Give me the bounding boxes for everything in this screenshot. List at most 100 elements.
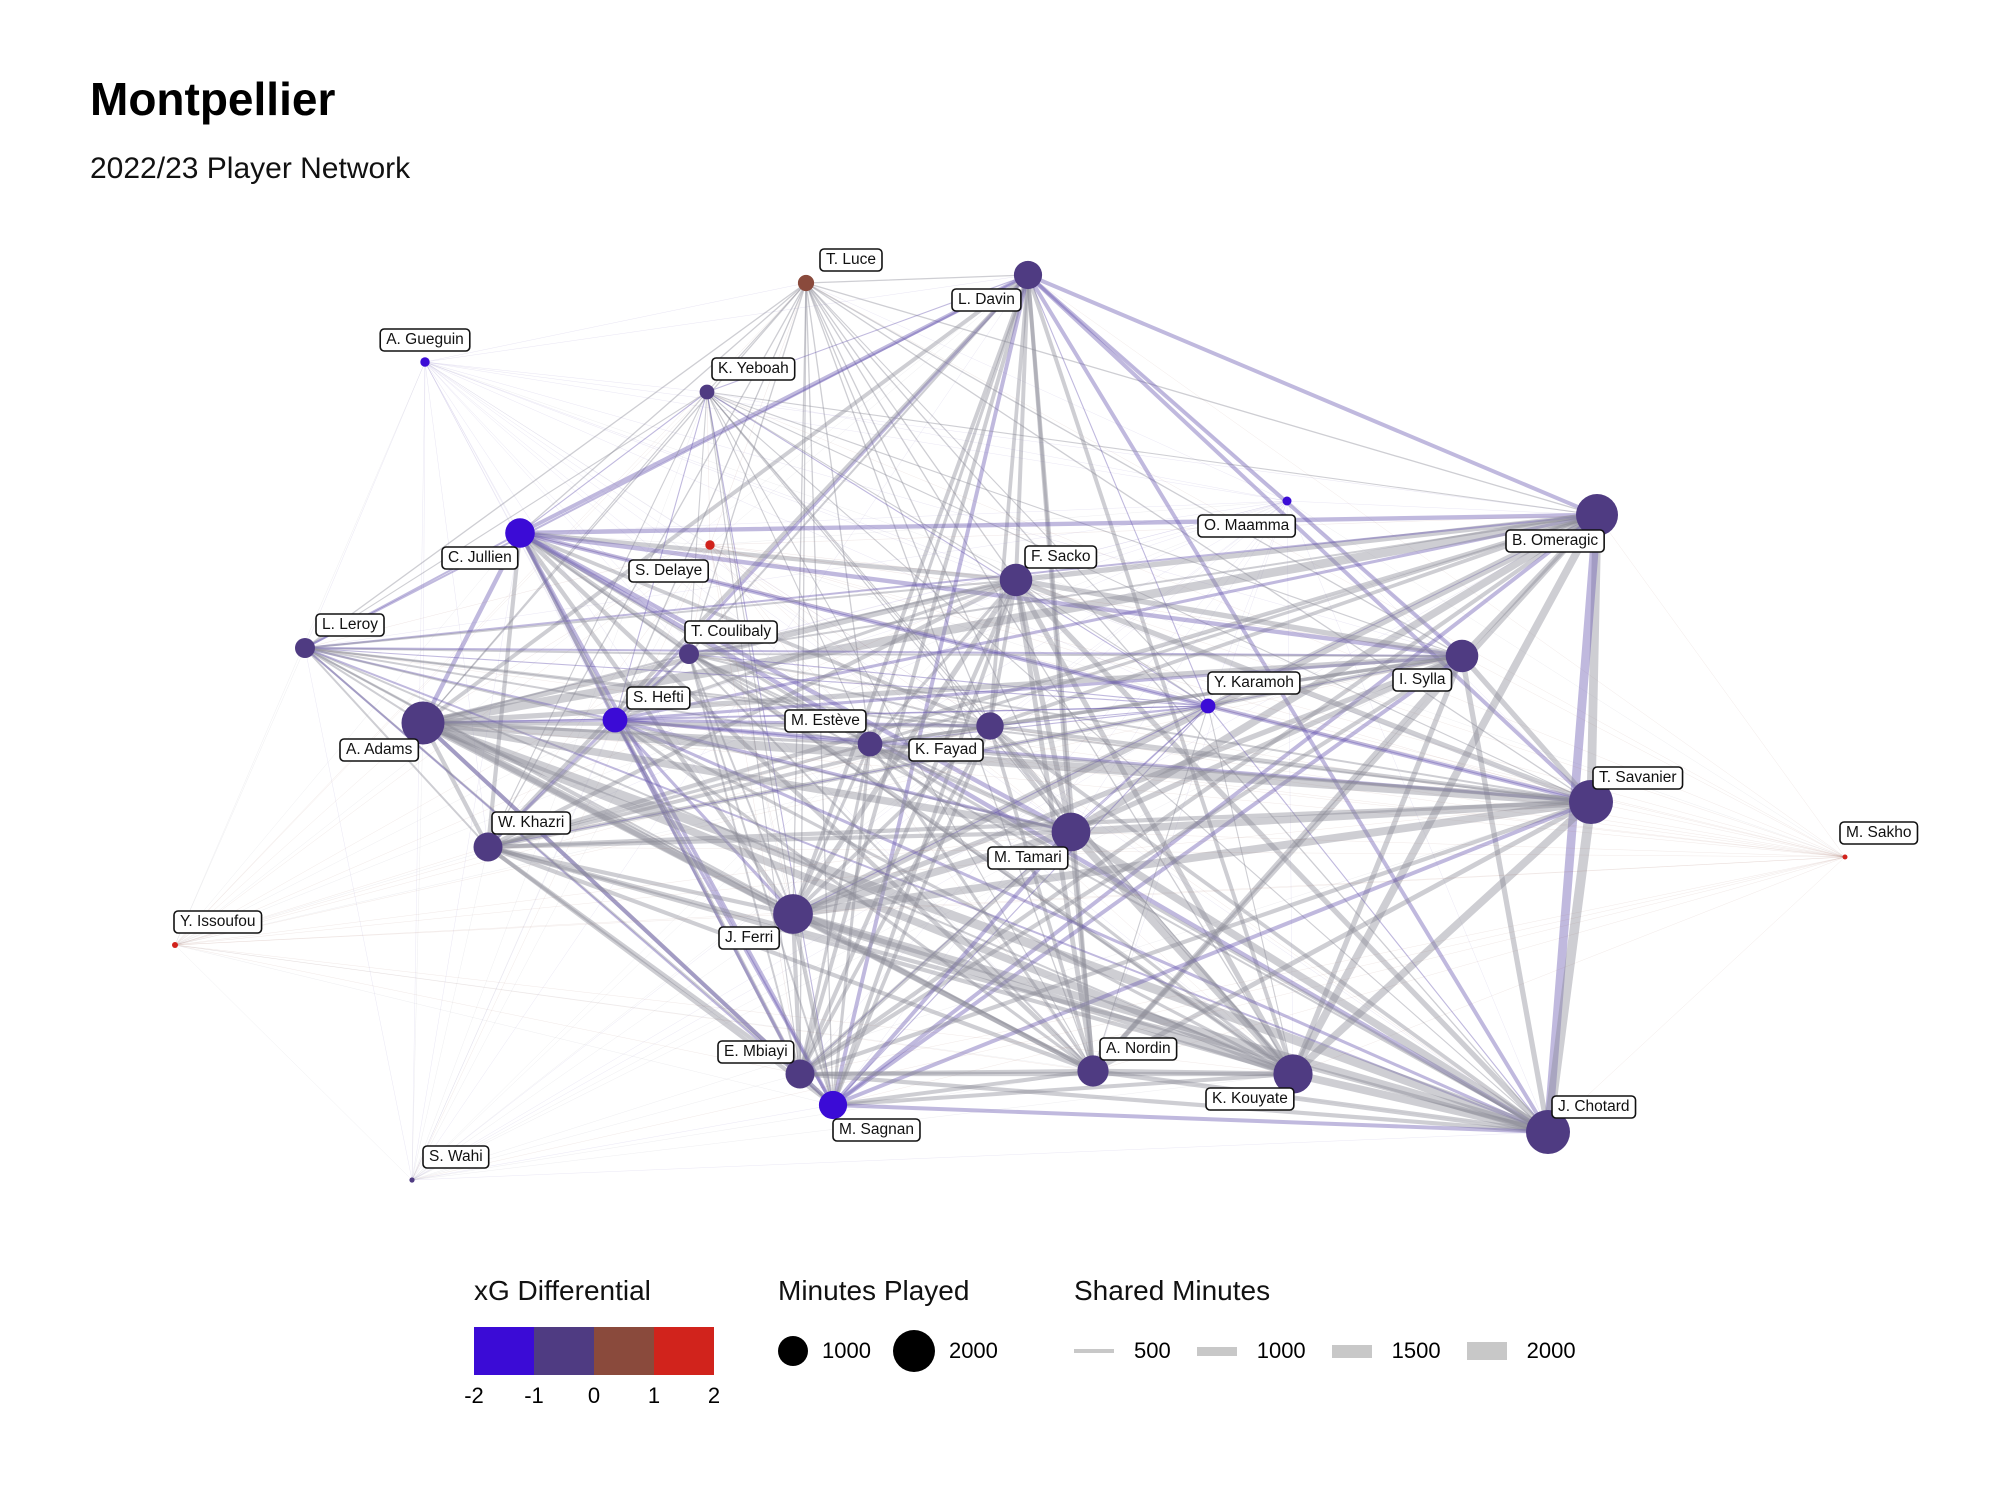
node-issoufou[interactable] — [172, 942, 178, 948]
node-coulibaly[interactable] — [679, 644, 699, 664]
node-ferri[interactable] — [773, 894, 813, 934]
edge-sacko-issoufou — [174, 579, 1017, 946]
edge-maamma-sagnan — [832, 500, 1288, 1106]
node-sacko[interactable] — [999, 563, 1033, 597]
label-box-sagnan — [832, 1118, 921, 1142]
edge-khazri-chotard — [485, 844, 1551, 1135]
edge-maamma-sylla — [1286, 500, 1463, 657]
edge-karamoh-savanier — [1207, 705, 1592, 803]
node-chotard[interactable] — [1526, 1110, 1570, 1154]
node-maamma[interactable] — [1282, 496, 1292, 506]
edge-gueguin-yeboah — [424, 361, 708, 393]
node-yeboah[interactable] — [699, 384, 715, 400]
edge-hefti-wahi — [411, 719, 616, 1181]
edge-sylla-mbiayi — [797, 653, 1465, 1077]
legend-minutes-title: Minutes Played — [778, 1275, 970, 1306]
node-sylla[interactable] — [1445, 639, 1479, 673]
edge-maamma-omeragic — [1286, 500, 1598, 516]
edge-luce-jullien — [519, 282, 807, 534]
edge-davin-kouyate — [1026, 273, 1295, 1076]
label-text-karamoh: Y. Karamoh — [1214, 674, 1294, 691]
node-khazri[interactable] — [473, 832, 503, 862]
edge-adams-mbiayi — [420, 720, 803, 1077]
edge-maamma-hefti — [614, 500, 1288, 721]
edge-luce-davin — [805, 274, 1029, 284]
edge-savanier-sakho — [1590, 801, 1846, 858]
node-delaye[interactable] — [705, 540, 715, 550]
label-box-yeboah — [711, 357, 796, 381]
node-mbiayi[interactable] — [785, 1059, 815, 1089]
edge-omeragic-sacko — [1013, 512, 1600, 583]
node-omeragic[interactable] — [1576, 494, 1618, 536]
edge-davin-nordin — [1026, 273, 1095, 1073]
edge-davin-sakho — [1027, 274, 1846, 858]
edge-delaye-ferri — [709, 544, 794, 915]
edge-adams-chotard — [418, 718, 1553, 1137]
edge-delaye-chotard — [709, 544, 1549, 1133]
node-sakho[interactable] — [1842, 854, 1848, 860]
node-gueguin[interactable] — [420, 357, 430, 367]
node-tamari[interactable] — [1051, 812, 1091, 852]
label-text-sylla: I. Sylla — [1399, 671, 1446, 688]
label-text-savanier: T. Savanier — [1599, 769, 1677, 786]
shared-swatch-2000 — [1466, 1342, 1507, 1360]
label-box-adams — [339, 738, 420, 762]
edge-sylla-chotard — [1459, 653, 1551, 1135]
edge-luce-tamari — [805, 282, 1072, 833]
chart-subtitle: 2022/23 Player Network — [90, 152, 411, 185]
xg-tick: 2 — [707, 1383, 721, 1408]
edge-esteve-adams — [421, 721, 872, 746]
node-wahi[interactable] — [409, 1177, 415, 1183]
label-layer: T. Luce L. Davin A. Gueguin K. Yeboah O. Maa… — [173, 248, 1919, 1169]
edge-yeboah-savanier — [706, 391, 1592, 803]
node-esteve[interactable] — [857, 731, 883, 757]
edge-davin-leroy — [304, 274, 1029, 649]
edge-tamari-wahi — [411, 831, 1072, 1181]
label-nordin: A. Nordin — [1099, 1037, 1178, 1061]
edge-sakho-wahi — [411, 856, 1846, 1181]
edge-luce-leroy — [304, 282, 807, 649]
edge-omeragic-khazri — [485, 512, 1600, 850]
shared-swatch-1000 — [1196, 1346, 1237, 1356]
edge-luce-fayad — [805, 282, 991, 727]
label-text-tamari: M. Tamari — [994, 849, 1062, 866]
node-hefti[interactable] — [602, 707, 628, 733]
edge-karamoh-nordin — [1092, 705, 1209, 1072]
edge-sacko-leroy — [304, 579, 1017, 649]
edge-chotard-wahi — [411, 1131, 1549, 1181]
label-box-sylla — [1392, 668, 1453, 692]
node-adams[interactable] — [401, 701, 445, 745]
node-nordin[interactable] — [1077, 1055, 1109, 1087]
edge-coulibaly-sagnan — [688, 653, 834, 1106]
node-fayad[interactable] — [976, 712, 1004, 740]
edge-jullien-mbiayi — [517, 530, 803, 1077]
edge-delaye-fayad — [709, 544, 991, 727]
node-sagnan[interactable] — [818, 1090, 848, 1120]
edge-tamari-nordin — [1068, 829, 1096, 1074]
edge-jullien-tamari — [517, 530, 1074, 835]
shared-swatch-1500 — [1331, 1344, 1372, 1358]
edge-yeboah-mbiayi — [706, 391, 801, 1075]
xg-tick: 1 — [647, 1383, 661, 1408]
node-leroy[interactable] — [295, 638, 315, 658]
edge-savanier-nordin — [1090, 799, 1594, 1074]
label-jullien: C. Jullien — [441, 546, 519, 570]
edge-leroy-kouyate — [304, 647, 1294, 1075]
edge-karamoh-ferri — [792, 705, 1209, 915]
edge-omeragic-esteve — [868, 513, 1599, 746]
node-jullien[interactable] — [505, 518, 535, 548]
edge-karamoh-fayad — [989, 705, 1209, 727]
label-box-davin — [951, 288, 1022, 312]
node-kouyate[interactable] — [1273, 1054, 1313, 1094]
node-karamoh[interactable] — [1200, 698, 1216, 714]
edge-coulibaly-karamoh — [688, 653, 1209, 707]
node-davin[interactable] — [1013, 260, 1043, 290]
edge-ferri-sagnan — [791, 912, 835, 1107]
node-savanier[interactable] — [1569, 780, 1613, 824]
edge-sylla-esteve — [868, 654, 1464, 746]
edge-kouyate-sagnan — [831, 1072, 1295, 1107]
node-luce[interactable] — [797, 274, 815, 292]
edge-delaye-sakho — [709, 544, 1846, 858]
edge-maamma-tamari — [1070, 500, 1288, 833]
label-savanier: T. Savanier — [1592, 766, 1684, 790]
